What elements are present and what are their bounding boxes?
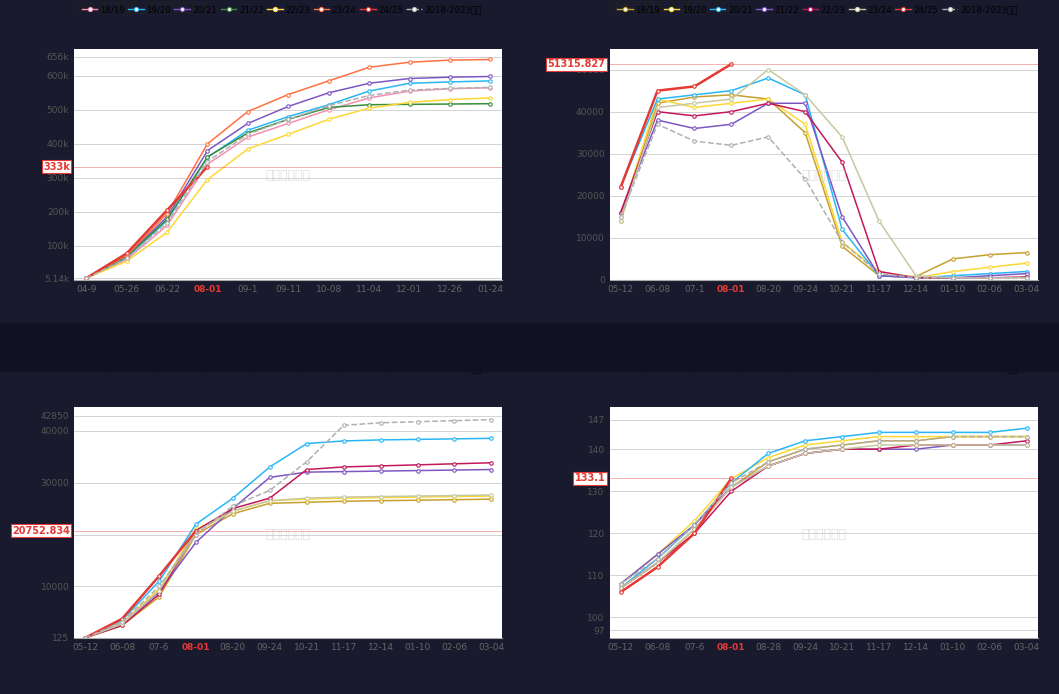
Text: 【SR】巴西中南部ATR（千支糖/吨甘蔗）: 【SR】巴西中南部ATR（千支糖/吨甘蔗） xyxy=(610,358,756,371)
Text: 紫金天风期货: 紫金天风期货 xyxy=(802,528,846,541)
Text: 【SR】中南部双周甘蔗产量（千吨）: 【SR】中南部双周甘蔗产量（千吨） xyxy=(610,0,730,12)
Legend: 18/19, 19/20, 20/21, 21/22, 22/23, 23/24, 24/25, 2018-2023均值: 18/19, 19/20, 20/21, 21/22, 22/23, 23/24… xyxy=(78,361,485,376)
Text: 紫金天风期货: 紫金天风期货 xyxy=(802,169,846,183)
Text: 333k: 333k xyxy=(43,162,70,171)
Text: 【SR】巴西中南部_甘蔗入榨量（千吨）: 【SR】巴西中南部_甘蔗入榨量（千吨） xyxy=(74,0,208,12)
Text: 紫金天风期货: 紫金天风期货 xyxy=(266,528,310,541)
Text: 133.1: 133.1 xyxy=(574,473,606,483)
Legend: 18/19, 19/20, 20/21, 21/22, 22/23, 23/24, 24/25, 2018-2023均值: 18/19, 19/20, 20/21, 21/22, 22/23, 23/24… xyxy=(78,2,485,18)
Text: 51315.827: 51315.827 xyxy=(548,59,606,69)
Legend: 18/19, 19/20, 20/21, 21/22, 22/23, 23/24, 24/25, 2018-2023均值: 18/19, 19/20, 20/21, 21/22, 22/23, 23/24… xyxy=(614,2,1021,18)
Text: 20752.834: 20752.834 xyxy=(12,525,70,536)
Text: 【SR】巴西中南部糖产量（千吨）: 【SR】巴西中南部糖产量（千吨） xyxy=(74,358,187,371)
Legend: 18/19, 19/20, 20/21, 21/22, 22/23, 23/24, 24/25, 2018-2023均值: 18/19, 19/20, 20/21, 21/22, 22/23, 23/24… xyxy=(614,361,1021,376)
Text: 紫金天风期货: 紫金天风期货 xyxy=(266,169,310,183)
